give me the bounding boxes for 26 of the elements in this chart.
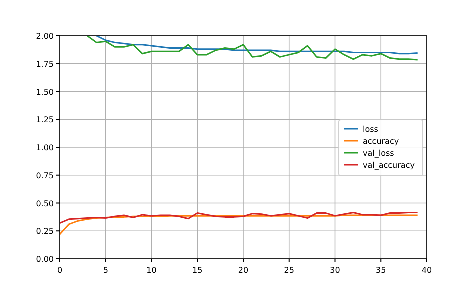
y-tick-label: 0.75 — [36, 171, 54, 180]
line-series — [96, 36, 419, 55]
legend-label: val_accuracy — [363, 161, 416, 170]
x-tick-label: 30 — [330, 266, 340, 275]
y-tick-label: 0.50 — [36, 199, 54, 208]
y-tick-label: 1.75 — [36, 60, 54, 69]
y-tick-label: 1.50 — [36, 88, 54, 97]
x-tick-label: 25 — [284, 266, 294, 275]
y-tick-label: 1.25 — [36, 116, 54, 125]
x-tick-label: 0 — [57, 266, 63, 275]
y-tick-label: 0.00 — [36, 255, 54, 264]
x-tick-label: 20 — [238, 266, 249, 275]
line-series — [60, 212, 419, 224]
legend-label: val_loss — [363, 149, 394, 158]
x-tick-label: 10 — [146, 266, 157, 275]
legend-label: accuracy — [363, 137, 400, 146]
y-tick-label: 1.00 — [36, 144, 54, 152]
line-series — [86, 36, 419, 61]
x-tick-label: 15 — [192, 266, 203, 275]
y-tick-label: 2.00 — [36, 32, 54, 41]
line-series — [60, 214, 419, 236]
legend-label: loss — [363, 125, 378, 134]
x-tick-label: 40 — [422, 266, 432, 275]
y-tick-label: 0.25 — [36, 227, 54, 236]
x-tick-label: 35 — [376, 266, 386, 275]
x-tick-label: 5 — [103, 266, 108, 275]
